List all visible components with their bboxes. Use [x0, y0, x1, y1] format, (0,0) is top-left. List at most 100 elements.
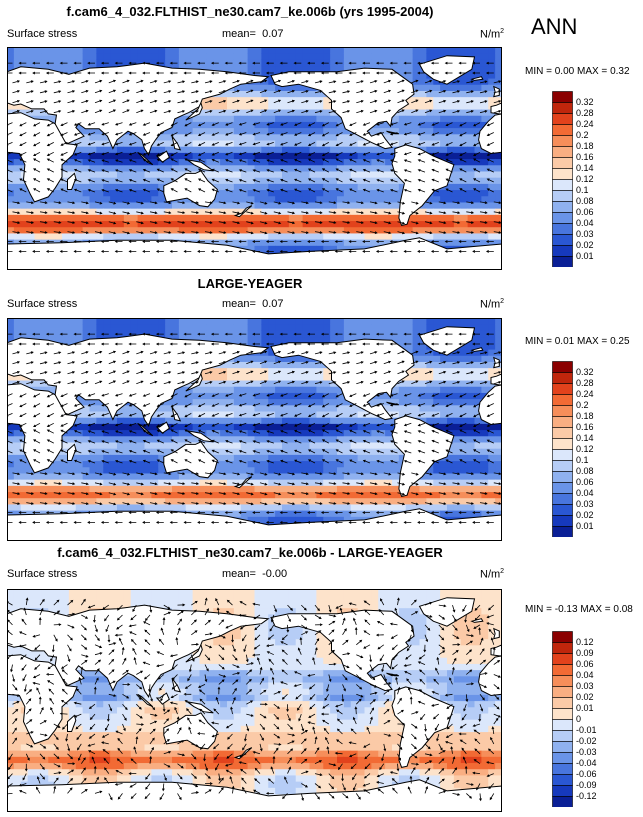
wind-vector [12, 80, 20, 84]
field-cell [178, 497, 187, 505]
field-cell [144, 448, 152, 455]
field-cell [330, 208, 338, 215]
wind-vector [26, 231, 35, 234]
wind-vector [19, 158, 27, 163]
field-cell [233, 503, 242, 511]
field-cell [343, 201, 352, 209]
wind-vector [430, 240, 439, 243]
field-cell [151, 226, 159, 234]
field-cell [240, 133, 249, 141]
field-cell [261, 127, 269, 135]
field-cell [158, 208, 166, 215]
wind-vector [493, 90, 502, 94]
field-cell [117, 146, 125, 153]
field-cell [199, 497, 207, 505]
field-cell [350, 239, 359, 246]
field-cell [220, 429, 228, 437]
field-cell [453, 183, 462, 191]
field-cell [275, 441, 283, 449]
field-cell [261, 318, 269, 325]
field-cell [7, 195, 15, 203]
field-cell [233, 90, 242, 98]
field-cell [357, 139, 366, 147]
field-cell [130, 146, 139, 153]
wind-vector [486, 188, 494, 193]
field-cell [275, 90, 283, 98]
field-cell [419, 127, 427, 135]
wind-vector [12, 231, 21, 234]
field-cell [82, 164, 91, 172]
wind-vector [280, 151, 288, 156]
field-cell [137, 59, 146, 67]
field-cell [398, 65, 407, 73]
field-cell [433, 133, 441, 141]
field-cell [426, 139, 434, 147]
field-cell [398, 53, 407, 60]
field-cell [96, 232, 104, 240]
field-cell [453, 96, 462, 104]
wind-vector [486, 122, 494, 127]
field-cell [323, 133, 331, 141]
wind-vector [293, 61, 302, 65]
wind-vector [19, 178, 27, 183]
wind-vector [252, 250, 260, 253]
field-cell [172, 503, 180, 511]
field-cell [123, 448, 132, 455]
wind-vector [473, 122, 481, 127]
wind-vector [320, 240, 329, 243]
field-cell [288, 53, 297, 60]
wind-vector [411, 211, 419, 215]
wind-vector [431, 132, 439, 136]
field-cell [426, 133, 434, 141]
wind-vector [163, 231, 172, 234]
field-cell [302, 232, 311, 240]
field-cell [192, 497, 201, 505]
colorbar-tick-label: 0.2 [576, 130, 589, 140]
field-cell [282, 392, 290, 400]
field-cell [213, 373, 221, 381]
field-cell [96, 460, 104, 468]
field-cell [282, 472, 290, 480]
field-cell [227, 47, 235, 54]
field-cell [48, 472, 56, 480]
field-cell [130, 435, 139, 443]
field-cell [220, 177, 228, 184]
field-cell [302, 170, 311, 178]
field-cell [123, 158, 132, 166]
field-cell [275, 139, 283, 147]
field-cell [288, 324, 297, 331]
field-cell [144, 435, 152, 443]
field-cell [213, 53, 221, 60]
wind-vector [473, 142, 481, 147]
wind-vector [473, 158, 481, 163]
field-cell [62, 336, 70, 344]
field-cell [405, 53, 414, 60]
field-cell [172, 429, 180, 437]
field-cell [261, 214, 269, 222]
field-cell [103, 324, 111, 331]
field-cell [41, 239, 49, 246]
wind-vector [122, 231, 131, 235]
field-cell [268, 510, 276, 517]
field-cell [481, 164, 489, 172]
field-cell [295, 324, 304, 331]
field-cell [144, 503, 152, 511]
field-cell [330, 121, 338, 129]
field-cell [275, 232, 283, 240]
field-cell [302, 373, 311, 381]
field-cell [481, 183, 489, 191]
field-cell [405, 220, 414, 228]
field-cell [7, 170, 15, 178]
field-cell [337, 232, 345, 240]
field-cell [82, 448, 91, 455]
wind-vector [170, 158, 178, 163]
field-cell [412, 84, 421, 91]
field-cell [55, 189, 63, 197]
field-cell [405, 226, 414, 234]
wind-vector [46, 158, 54, 163]
field-cell [20, 460, 29, 468]
field-cell [247, 516, 256, 524]
wind-vector [369, 201, 378, 205]
field-cell [192, 164, 201, 172]
field-cell [275, 423, 283, 431]
